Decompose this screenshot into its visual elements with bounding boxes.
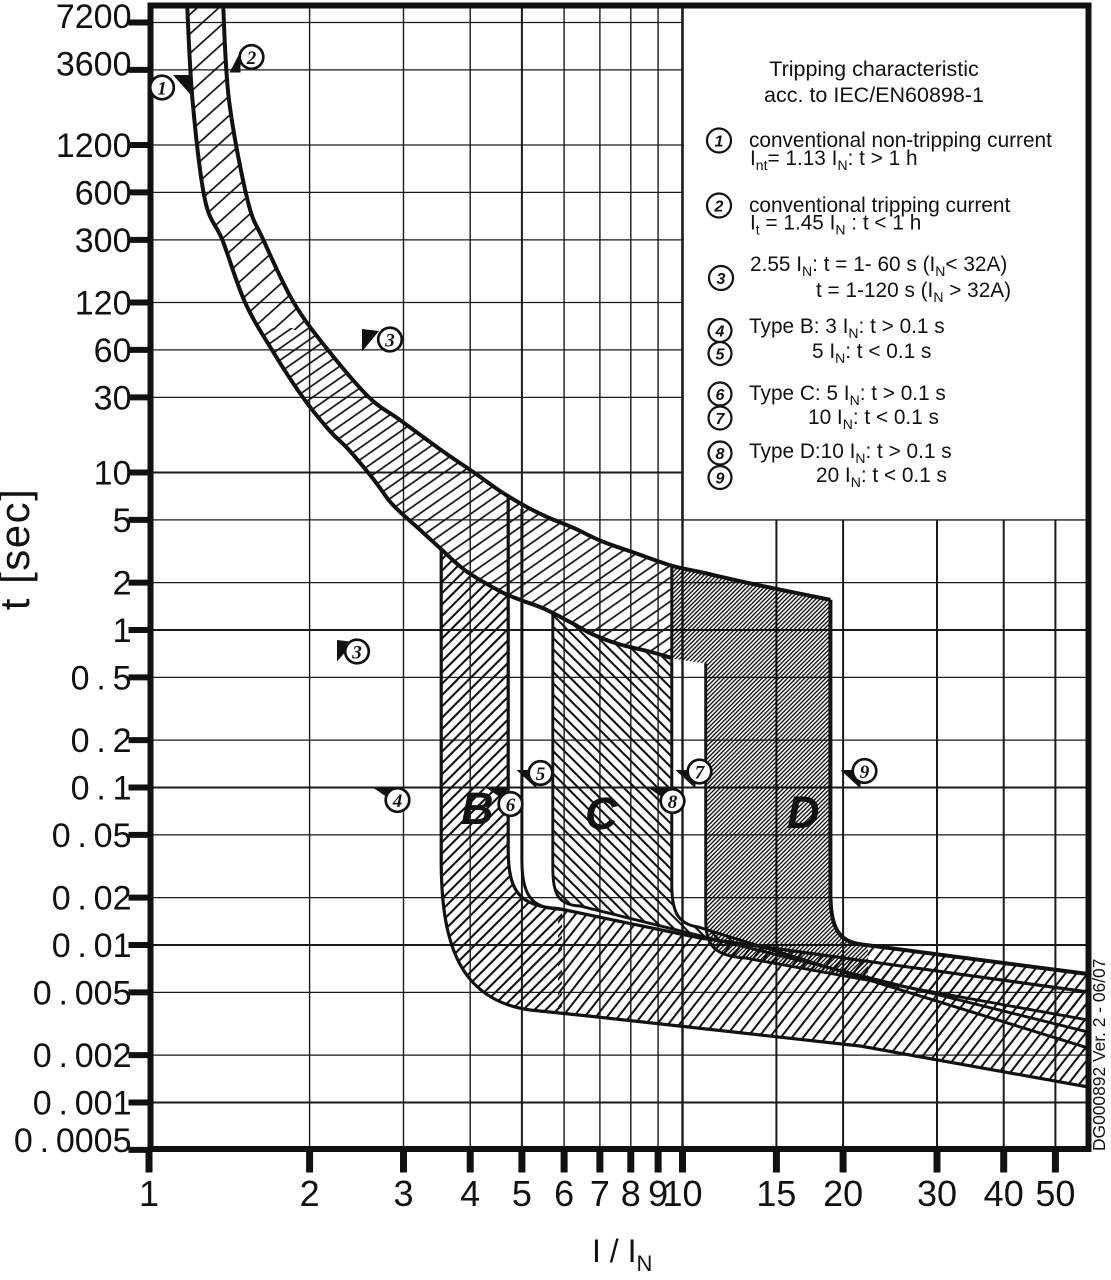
svg-text:3: 3 (351, 643, 362, 664)
svg-text:Type D:10 IN: t > 0.1 s: Type D:10 IN: t > 0.1 s (749, 440, 952, 466)
svg-text:6: 6 (506, 795, 516, 816)
svg-text:conventional non-tripping curr: conventional non-tripping current (749, 129, 1052, 152)
svg-text:5: 5 (716, 346, 726, 363)
svg-text:D: D (787, 787, 820, 838)
svg-text:4: 4 (392, 791, 403, 812)
svg-text:2.55 IN: t = 1- 60 s (IN< 32A): 2.55 IN: t = 1- 60 s (IN< 32A) (750, 253, 1007, 279)
svg-text:4: 4 (715, 323, 725, 340)
svg-text:9: 9 (648, 1173, 668, 1214)
svg-text:600: 600 (75, 174, 132, 212)
svg-text:t [sec]: t [sec] (0, 488, 38, 611)
svg-text:20 IN: t < 0.1 s: 20 IN: t < 0.1 s (816, 464, 947, 490)
svg-text:120: 120 (75, 285, 132, 323)
svg-text:3: 3 (384, 331, 395, 352)
svg-text:conventional tripping current: conventional tripping current (749, 194, 1010, 217)
svg-text:1: 1 (139, 1173, 159, 1214)
svg-text:7200: 7200 (56, 0, 132, 36)
svg-text:0 . 005: 0 . 005 (33, 974, 132, 1012)
svg-text:DG000892 Ver. 2 - 06/07: DG000892 Ver. 2 - 06/07 (1089, 959, 1109, 1151)
svg-text:10 IN: t < 0.1 s: 10 IN: t < 0.1 s (808, 406, 939, 432)
svg-text:0 . 0005: 0 . 0005 (14, 1122, 132, 1160)
svg-text:6: 6 (716, 387, 725, 404)
svg-text:7: 7 (590, 1173, 610, 1214)
svg-text:50: 50 (1035, 1173, 1075, 1214)
svg-text:15: 15 (756, 1173, 796, 1214)
svg-text:0 . 001: 0 . 001 (33, 1085, 132, 1123)
svg-text:Int= 1.13 IN: t > 1 h: Int= 1.13 IN: t > 1 h (750, 147, 918, 173)
svg-text:3: 3 (393, 1173, 413, 1214)
svg-text:300: 300 (75, 222, 132, 260)
svg-text:0 . 002: 0 . 002 (33, 1037, 132, 1075)
svg-text:30: 30 (94, 379, 132, 417)
svg-text:t = 1-120 s (IN > 32A): t = 1-120 s (IN > 32A) (816, 279, 1011, 305)
svg-text:8: 8 (621, 1173, 641, 1214)
svg-text:2: 2 (714, 198, 724, 215)
svg-text:1: 1 (113, 612, 132, 650)
svg-text:5: 5 (512, 1173, 532, 1214)
svg-text:0 . 02: 0 . 02 (52, 880, 132, 918)
svg-text:1200: 1200 (56, 127, 132, 165)
svg-text:C: C (585, 788, 619, 839)
svg-text:6: 6 (554, 1173, 574, 1214)
svg-text:2: 2 (300, 1173, 320, 1214)
svg-text:30: 30 (917, 1173, 957, 1214)
svg-text:10: 10 (662, 1173, 702, 1214)
svg-text:0 . 05: 0 . 05 (52, 817, 132, 855)
svg-text:3600: 3600 (56, 46, 132, 84)
svg-text:Type C: 5 IN: t > 0.1 s: Type C: 5 IN: t > 0.1 s (749, 382, 946, 408)
svg-text:3: 3 (717, 271, 726, 288)
svg-text:It = 1.45 IN : t < 1 h: It = 1.45 IN : t < 1 h (750, 212, 921, 238)
svg-text:10: 10 (94, 455, 132, 493)
svg-text:40: 40 (984, 1173, 1024, 1214)
svg-text:20: 20 (823, 1173, 863, 1214)
svg-text:5 IN: t < 0.1 s: 5 IN: t < 0.1 s (812, 340, 931, 366)
svg-text:1: 1 (715, 133, 724, 150)
svg-text:8: 8 (668, 792, 678, 813)
svg-text:7: 7 (716, 411, 726, 428)
svg-text:9: 9 (716, 470, 725, 487)
svg-text:2: 2 (113, 565, 132, 603)
svg-text:0 . 5: 0 . 5 (71, 659, 132, 697)
svg-text:9: 9 (860, 762, 870, 783)
svg-text:1: 1 (157, 79, 167, 100)
svg-text:Tripping characteristic: Tripping characteristic (769, 57, 979, 81)
svg-text:0 . 2: 0 . 2 (71, 722, 132, 760)
svg-text:5: 5 (536, 764, 546, 785)
svg-text:B: B (461, 783, 494, 834)
svg-text:0 . 1: 0 . 1 (71, 770, 132, 808)
svg-text:7: 7 (695, 763, 706, 784)
svg-text:acc. to IEC/EN60898-1: acc. to IEC/EN60898-1 (764, 83, 984, 107)
svg-text:2: 2 (246, 48, 257, 69)
svg-text:8: 8 (716, 446, 725, 463)
svg-text:Type B: 3 IN: t > 0.1 s: Type B: 3 IN: t > 0.1 s (749, 315, 945, 341)
svg-text:4: 4 (460, 1173, 480, 1214)
svg-text:60: 60 (94, 332, 132, 370)
svg-text:0 . 01: 0 . 01 (52, 927, 132, 965)
svg-text:5: 5 (113, 502, 132, 540)
